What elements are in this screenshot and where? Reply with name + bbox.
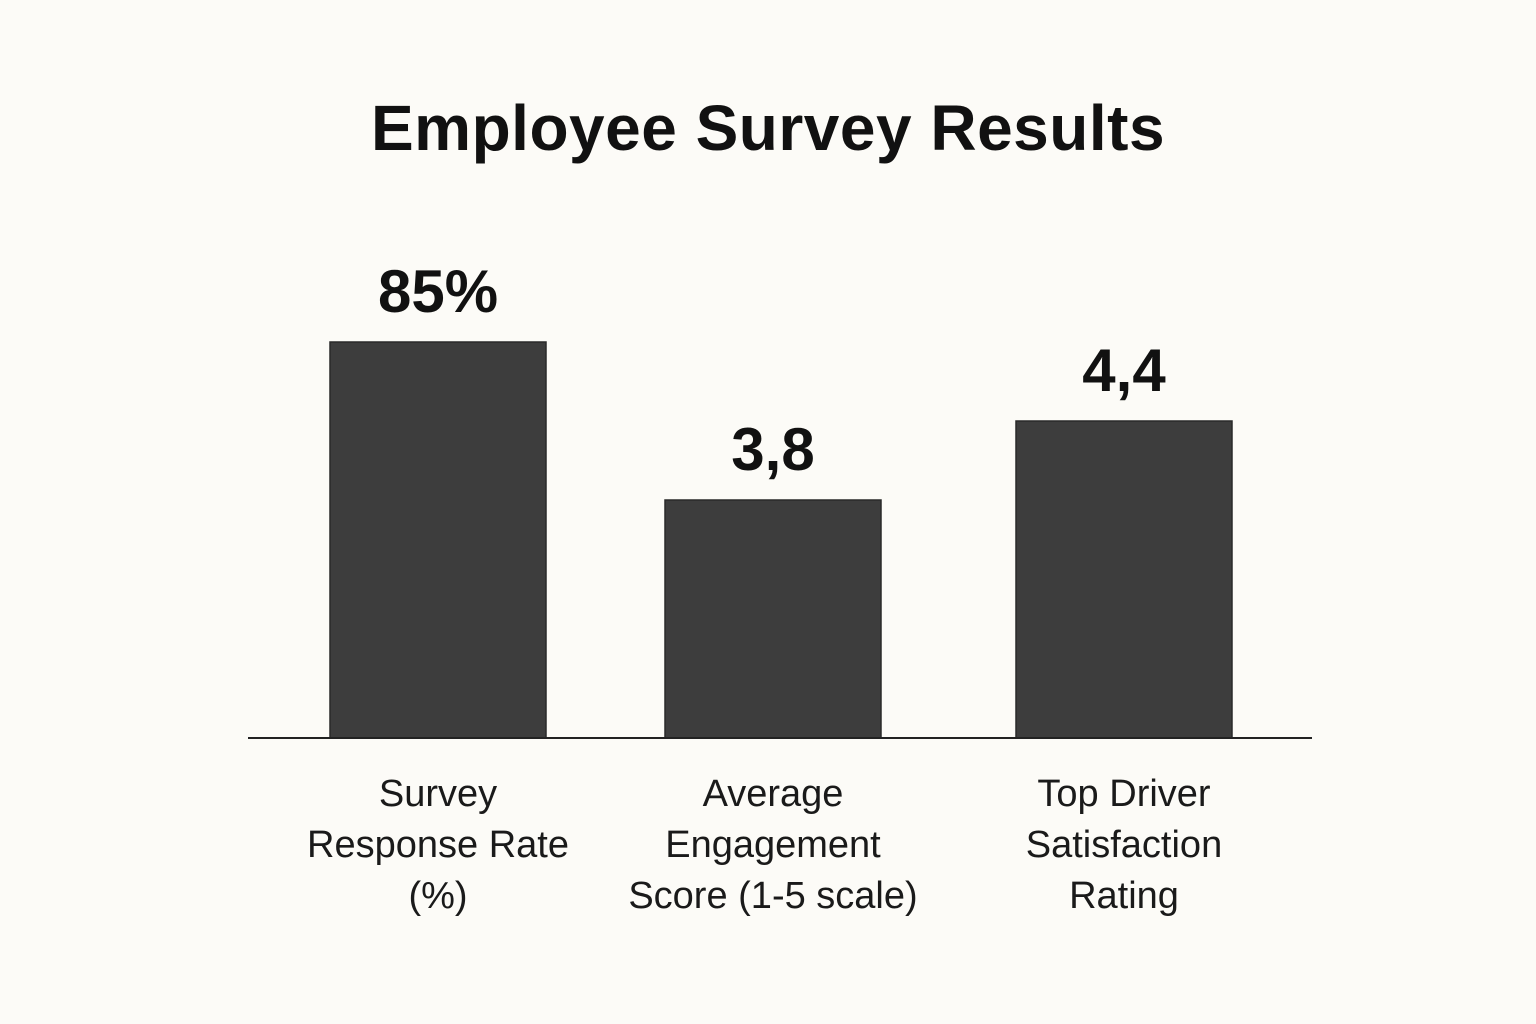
category-label-line: Engagement xyxy=(665,824,881,866)
bars xyxy=(329,341,1233,739)
chart-title: Employee Survey Results xyxy=(370,92,1166,164)
bar-1 xyxy=(329,341,547,739)
category-label-line: Rating xyxy=(1069,875,1179,917)
category-label-line: Top Driver xyxy=(1037,773,1210,815)
bar-3 xyxy=(1015,420,1233,739)
category-label-1: Survey Response Rate (%) xyxy=(307,773,569,917)
value-labels: 85% 3,8 4,4 xyxy=(378,258,1166,483)
category-label-line: Score (1-5 scale) xyxy=(628,875,917,917)
bar-2 xyxy=(664,499,882,739)
category-label-line: (%) xyxy=(408,875,467,917)
category-label-line: Survey xyxy=(379,773,497,815)
category-labels: Survey Response Rate (%) Average Engagement S… xyxy=(307,773,1222,917)
category-label-line: Average xyxy=(703,773,844,815)
value-label-2: 3,8 xyxy=(731,416,814,483)
category-label-line: Satisfaction xyxy=(1026,824,1222,866)
category-label-3: Top Driver Satisfaction Rating xyxy=(1026,773,1222,917)
value-label-1: 85% xyxy=(378,258,498,325)
value-label-3: 4,4 xyxy=(1082,337,1166,404)
category-label-line: Response Rate xyxy=(307,824,569,866)
category-label-2: Average Engagement Score (1-5 scale) xyxy=(628,773,917,917)
